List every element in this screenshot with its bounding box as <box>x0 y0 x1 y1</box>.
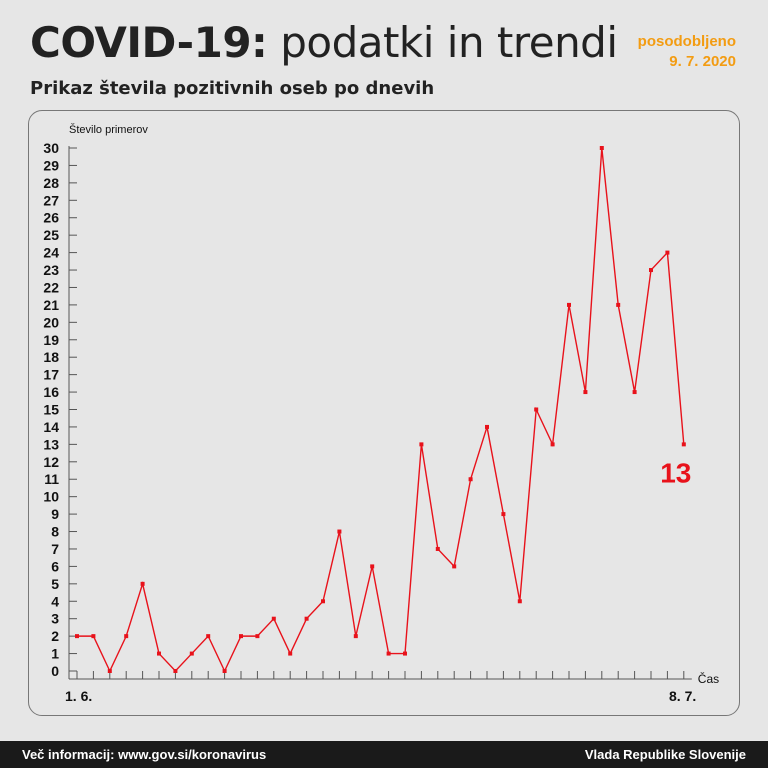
data-point <box>140 581 145 586</box>
data-point <box>370 564 375 569</box>
y-tick-label: 2 <box>51 628 59 644</box>
data-point <box>304 616 309 621</box>
data-point <box>485 424 489 429</box>
x-axis-label: Čas <box>698 671 719 686</box>
y-tick-label: 18 <box>43 349 59 365</box>
update-info: posodobljeno 9. 7. 2020 <box>638 32 736 72</box>
data-point <box>435 546 440 551</box>
data-point <box>419 442 424 447</box>
footer: Več informacij: www.gov.si/koronavirus V… <box>0 741 768 768</box>
y-tick-label: 27 <box>43 192 59 208</box>
y-tick-label: 4 <box>51 593 59 609</box>
data-point <box>91 634 96 639</box>
y-tick-label: 13 <box>43 436 59 452</box>
data-point <box>681 442 686 447</box>
y-tick-label: 25 <box>43 227 59 243</box>
data-point <box>157 651 161 656</box>
data-point <box>550 442 555 447</box>
data-point <box>107 669 112 673</box>
data-point <box>403 651 407 656</box>
data-point <box>288 651 293 656</box>
y-tick-label: 30 <box>43 140 59 156</box>
data-point <box>599 146 604 150</box>
y-tick-label: 19 <box>43 332 59 348</box>
y-tick-label: 1 <box>51 646 59 662</box>
updated-date: 9. 7. 2020 <box>669 53 736 70</box>
x-end-label: 8. 7. <box>669 688 696 704</box>
y-tick-label: 6 <box>51 558 59 574</box>
y-tick-label: 28 <box>43 175 59 191</box>
x-start-label: 1. 6. <box>65 688 92 704</box>
data-point <box>189 651 194 656</box>
y-tick-label: 8 <box>51 524 59 540</box>
data-point <box>468 477 473 482</box>
data-point <box>206 634 211 639</box>
data-point <box>321 599 325 604</box>
footer-source: Vlada Republike Slovenije <box>584 747 746 762</box>
y-tick-label: 15 <box>43 402 59 418</box>
data-point <box>583 390 588 395</box>
series-line <box>77 147 685 673</box>
y-tick-label: 16 <box>43 384 59 400</box>
page-title: COVID-19: podatki in trendi <box>30 18 618 67</box>
data-point <box>517 599 522 604</box>
y-tick-label: 20 <box>43 314 59 330</box>
data-point <box>124 634 129 639</box>
y-axis-label: Število primerov <box>69 123 148 136</box>
data-point <box>649 268 653 273</box>
y-tick-label: 9 <box>51 506 59 522</box>
title-bold: COVID-19: <box>30 18 268 67</box>
y-tick-label: 5 <box>51 576 59 592</box>
last-value-label: 13 <box>660 457 691 488</box>
data-point <box>353 634 358 639</box>
y-tick-label: 24 <box>43 245 59 261</box>
data-point <box>173 669 178 673</box>
data-point <box>337 529 342 534</box>
data-point <box>632 390 637 395</box>
title-rest: podatki in trendi <box>267 18 618 67</box>
data-point <box>75 634 79 639</box>
data-point <box>567 302 571 307</box>
y-tick-label: 12 <box>43 454 59 470</box>
y-tick-label: 11 <box>44 471 59 487</box>
data-point <box>222 669 227 673</box>
data-point <box>452 564 457 569</box>
y-tick-label: 21 <box>43 297 59 313</box>
y-tick-label: 22 <box>43 279 59 295</box>
data-point <box>386 651 391 656</box>
y-tick-label: 3 <box>51 611 59 627</box>
data-point <box>534 407 539 412</box>
y-tick-label: 26 <box>43 210 59 226</box>
line-chart: Število primerov012345678910111213141516… <box>43 123 719 704</box>
y-tick-label: 17 <box>43 367 59 383</box>
y-tick-label: 7 <box>51 541 59 557</box>
y-tick-label: 14 <box>43 419 59 435</box>
chart-panel: Število primerov 0 1 2 3 4 5 6 7 8 9 10 11 12 13 14 15 16… <box>28 110 740 716</box>
y-tick-label: 10 <box>43 489 59 505</box>
y-tick-label: 23 <box>43 262 59 278</box>
footer-info-link[interactable]: Več informacij: www.gov.si/koronavirus <box>22 747 267 762</box>
chart-subtitle: Prikaz števila pozitivnih oseb po dnevih <box>30 78 435 99</box>
data-point <box>239 634 243 639</box>
y-tick-label: 29 <box>43 157 59 173</box>
data-point <box>665 250 670 255</box>
y-tick-label: 0 <box>51 663 59 679</box>
data-point <box>255 634 260 639</box>
updated-label: posodobljeno <box>637 33 736 50</box>
data-point <box>616 302 621 307</box>
data-point <box>501 512 506 517</box>
data-point <box>271 616 276 621</box>
